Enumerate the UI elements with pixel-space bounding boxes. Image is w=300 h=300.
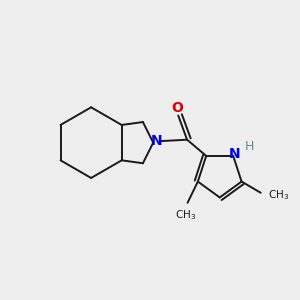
Text: N: N [229,147,241,161]
Text: CH$_3$: CH$_3$ [176,209,197,223]
Text: H: H [245,140,254,153]
Text: N: N [151,134,163,148]
Text: O: O [171,101,183,115]
Text: CH$_3$: CH$_3$ [268,188,289,202]
